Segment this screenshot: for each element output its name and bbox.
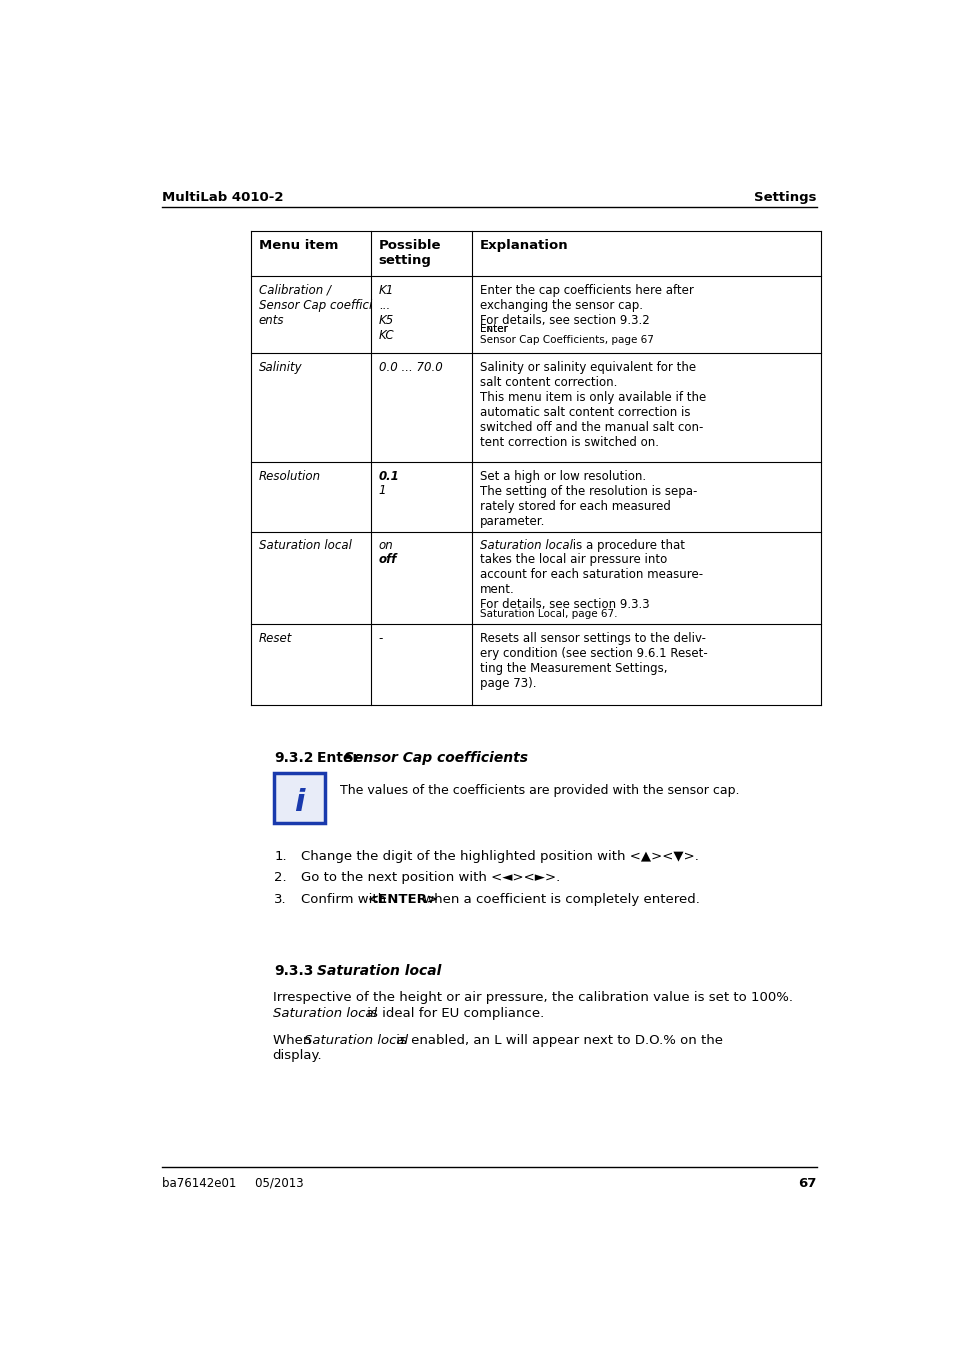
Text: Sensor Cap coefficients: Sensor Cap coefficients xyxy=(344,751,527,765)
Text: MultiLab 4010-2: MultiLab 4010-2 xyxy=(162,192,283,204)
Text: 9.3.2: 9.3.2 xyxy=(274,751,314,765)
Text: Go to the next position with <◄><►>.: Go to the next position with <◄><►>. xyxy=(301,871,560,885)
Text: -: - xyxy=(378,632,383,644)
Text: Saturation Local, page 67.: Saturation Local, page 67. xyxy=(479,609,617,619)
Text: Irrespective of the height or air pressure, the calibration value is set to 100%: Irrespective of the height or air pressu… xyxy=(273,992,792,1004)
Text: Saturation local: Saturation local xyxy=(316,965,441,978)
Text: Confirm with: Confirm with xyxy=(301,893,391,907)
Text: 0.1: 0.1 xyxy=(378,470,399,484)
Text: Salinity or salinity equivalent for the
salt content correction.
This menu item : Salinity or salinity equivalent for the … xyxy=(479,361,705,449)
Text: Salinity: Salinity xyxy=(258,361,302,374)
Text: Resets all sensor settings to the deliv-
ery condition (see section 9.6.1 Reset-: Resets all sensor settings to the deliv-… xyxy=(479,632,706,690)
Text: Eɴter: Eɴter xyxy=(479,324,507,334)
Text: Settings: Settings xyxy=(754,192,816,204)
Bar xyxy=(274,773,324,823)
Text: Set a high or low resolution.
The setting of the resolution is sepa-
rately stor: Set a high or low resolution. The settin… xyxy=(479,470,697,528)
Text: 3.: 3. xyxy=(274,893,287,907)
Text: Calibration /
Sensor Cap coeffici
ents: Calibration / Sensor Cap coeffici ents xyxy=(258,284,372,327)
Text: is ideal for EU compliance.: is ideal for EU compliance. xyxy=(362,1006,543,1020)
Text: Enter: Enter xyxy=(316,751,364,765)
Text: The values of the coefficients are provided with the sensor cap.: The values of the coefficients are provi… xyxy=(340,785,739,797)
Text: off: off xyxy=(378,554,396,566)
Text: 1: 1 xyxy=(378,484,386,497)
Text: Change the digit of the highlighted position with <▲><▼>.: Change the digit of the highlighted posi… xyxy=(301,850,699,863)
Text: display.: display. xyxy=(273,1050,322,1062)
Text: Resolution: Resolution xyxy=(258,470,320,484)
Text: When: When xyxy=(273,1034,315,1047)
Text: on: on xyxy=(378,539,394,553)
Text: Possible
setting: Possible setting xyxy=(378,239,441,267)
Text: 1.: 1. xyxy=(274,850,287,863)
Text: 2.: 2. xyxy=(274,871,287,885)
Text: when a coefficient is completely entered.: when a coefficient is completely entered… xyxy=(418,893,700,907)
Text: is a procedure that: is a procedure that xyxy=(568,539,684,553)
Text: 67: 67 xyxy=(798,1177,816,1190)
Text: takes the local air pressure into
account for each saturation measure-
ment.
For: takes the local air pressure into accoun… xyxy=(479,554,702,611)
Text: Menu item: Menu item xyxy=(258,239,337,253)
Text: Enter the cap coefficients here after
exchanging the sensor cap.
For details, se: Enter the cap coefficients here after ex… xyxy=(479,284,693,327)
Text: Saturation local: Saturation local xyxy=(303,1034,407,1047)
Text: Reset: Reset xyxy=(258,632,292,644)
Text: 0.0 ... 70.0: 0.0 ... 70.0 xyxy=(378,361,442,374)
Text: Explanation: Explanation xyxy=(479,239,568,253)
Text: <ENTER>: <ENTER> xyxy=(367,893,437,907)
Text: Saturation local: Saturation local xyxy=(258,539,352,553)
Text: Saturation local: Saturation local xyxy=(273,1006,376,1020)
Text: ba76142e01     05/2013: ba76142e01 05/2013 xyxy=(162,1177,303,1190)
Text: K1
...
K5
KC: K1 ... K5 KC xyxy=(378,284,395,342)
Text: Enter
Sensor Cap Coefficients, page 67: Enter Sensor Cap Coefficients, page 67 xyxy=(479,324,653,346)
Text: Saturation local: Saturation local xyxy=(479,539,572,553)
Text: is enabled, an L will appear next to D.O.% on the: is enabled, an L will appear next to D.O… xyxy=(392,1034,722,1047)
Text: 9.3.3: 9.3.3 xyxy=(274,965,314,978)
Text: i: i xyxy=(294,788,304,817)
